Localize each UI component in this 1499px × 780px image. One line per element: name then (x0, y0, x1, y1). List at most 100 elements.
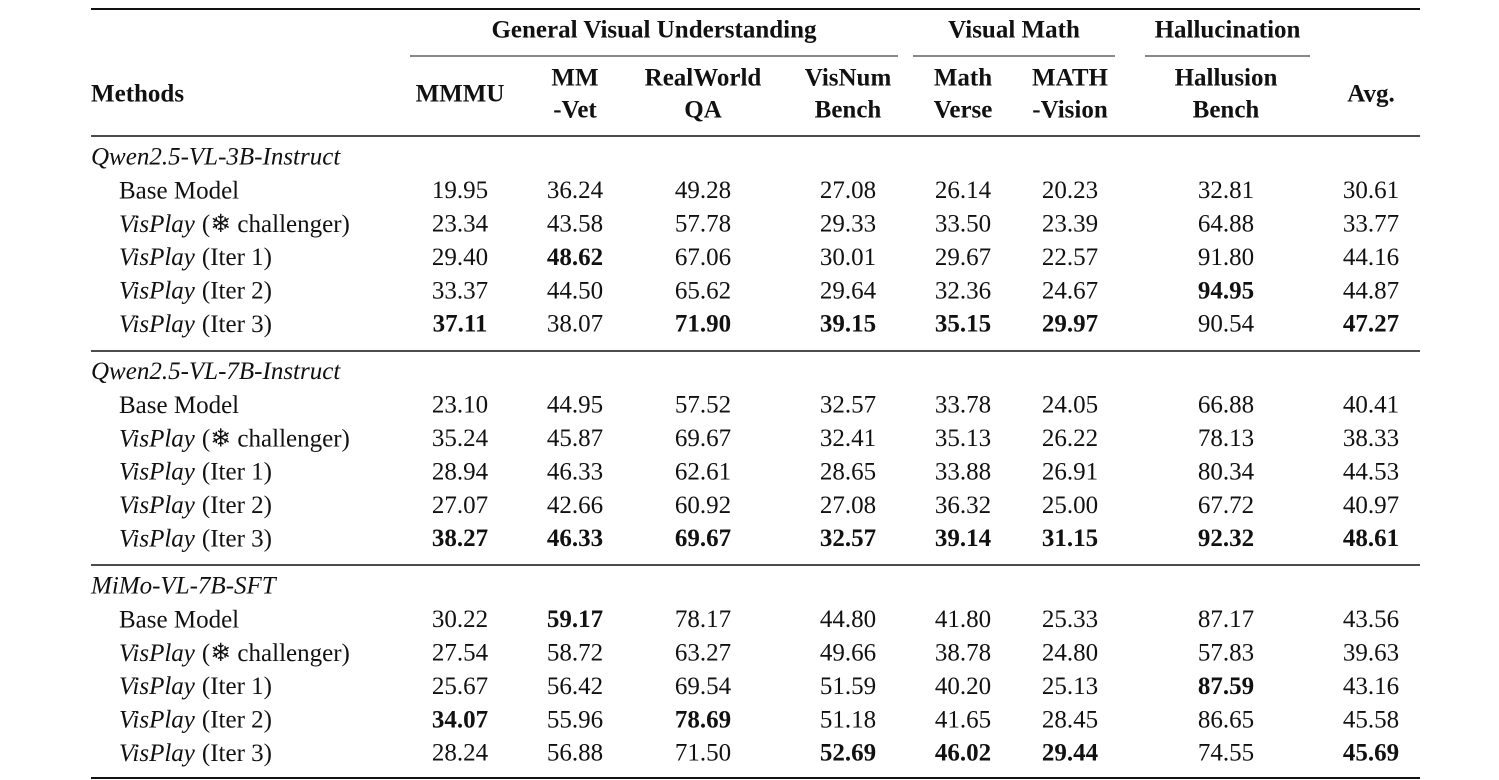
cell-value: 55.96 (547, 706, 603, 733)
cell-value: 28.65 (820, 458, 876, 485)
method-note: (Iter 3) (202, 311, 272, 338)
method-name: VisPlay (119, 525, 196, 552)
cell-value: 91.80 (1198, 244, 1254, 271)
cell-value: 28.24 (432, 740, 489, 767)
cell-value: 35.13 (935, 425, 991, 452)
method-note: (Iter 1) (202, 673, 272, 700)
cell-value: 38.33 (1343, 425, 1399, 452)
cell-value: 51.59 (820, 673, 876, 700)
cell-value: 86.65 (1198, 706, 1254, 733)
cell-value: 65.62 (675, 277, 731, 304)
cell-value: 45.87 (547, 425, 603, 452)
cell-value: 19.95 (432, 177, 488, 204)
method-name: VisPlay (119, 740, 196, 767)
cell-value: 32.81 (1198, 177, 1254, 204)
cell-value: 33.77 (1343, 211, 1399, 238)
cell-value: 43.56 (1343, 606, 1399, 633)
method-name: VisPlay (119, 311, 196, 338)
cell-value: 41.80 (935, 606, 991, 633)
column-header: RealWorld (645, 65, 762, 92)
cell-value: 78.69 (675, 706, 731, 733)
method-note: (❄ challenger) (202, 640, 350, 667)
method-label: Base Model (119, 392, 239, 419)
cell-value: 32.41 (820, 425, 876, 452)
cell-value: 20.23 (1042, 177, 1098, 204)
cell-value: 44.53 (1343, 458, 1399, 485)
cell-value: 35.15 (935, 311, 991, 338)
cell-value: 40.20 (935, 673, 991, 700)
cell-value: 24.05 (1042, 392, 1098, 419)
cell-value: 34.07 (432, 706, 488, 733)
cell-value: 67.72 (1198, 492, 1254, 519)
cell-value: 38.27 (432, 525, 488, 552)
cell-value: 23.39 (1042, 211, 1098, 238)
cell-value: 44.95 (547, 392, 603, 419)
cell-value: 74.55 (1198, 740, 1254, 767)
cell-value: 46.02 (935, 740, 991, 767)
cell-value: 44.50 (547, 277, 603, 304)
column-header: MMMU (416, 81, 505, 108)
cell-value: 57.83 (1198, 640, 1254, 667)
average-header: Avg. (1347, 81, 1394, 108)
cell-value: 51.18 (820, 706, 876, 733)
cell-value: 25.33 (1042, 606, 1098, 633)
cell-value: 40.97 (1343, 492, 1399, 519)
method-name: Base Model (119, 392, 239, 419)
cell-value: 56.88 (547, 740, 603, 767)
group-header: Hallucination (1155, 17, 1301, 44)
cell-value: 30.22 (432, 606, 488, 633)
cell-value: 66.88 (1198, 392, 1254, 419)
cell-value: 33.50 (935, 211, 991, 238)
model-name: Qwen2.5-VL-3B-Instruct (91, 144, 341, 171)
cell-value: 43.16 (1343, 673, 1399, 700)
cell-value: 38.78 (935, 640, 991, 667)
method-label: Base Model (119, 606, 239, 633)
cell-value: 29.33 (820, 211, 876, 238)
cell-value: 23.10 (432, 392, 488, 419)
cell-value: 24.80 (1042, 640, 1098, 667)
method-label: VisPlay (Iter 2) (119, 277, 272, 304)
group-header: Visual Math (948, 17, 1080, 44)
method-name: VisPlay (119, 673, 196, 700)
cell-value: 87.17 (1198, 606, 1254, 633)
column-header: Hallusion (1175, 65, 1278, 92)
cell-value: 41.65 (935, 706, 991, 733)
cell-value: 30.61 (1343, 177, 1399, 204)
cell-value: 27.08 (820, 492, 876, 519)
cell-value: 63.27 (675, 640, 731, 667)
cell-value: 32.57 (820, 392, 876, 419)
cell-value: 90.54 (1198, 311, 1255, 338)
cell-value: 46.33 (547, 525, 603, 552)
method-label: VisPlay (Iter 1) (119, 244, 272, 271)
method-note: (Iter 2) (202, 277, 272, 304)
cell-value: 33.37 (432, 277, 488, 304)
cell-value: 27.54 (432, 640, 489, 667)
cell-value: 58.72 (547, 640, 603, 667)
cell-value: 36.24 (547, 177, 604, 204)
cell-value: 29.40 (432, 244, 488, 271)
method-name: VisPlay (119, 458, 196, 485)
method-note: (Iter 3) (202, 740, 272, 767)
method-note: (Iter 1) (202, 244, 272, 271)
cell-value: 29.67 (935, 244, 991, 271)
method-name: VisPlay (119, 244, 196, 271)
cell-value: 26.91 (1042, 458, 1098, 485)
cell-value: 48.62 (547, 244, 603, 271)
method-note: (Iter 1) (202, 458, 272, 485)
cell-value: 49.66 (820, 640, 876, 667)
cell-value: 59.17 (547, 606, 603, 633)
method-name: Base Model (119, 606, 239, 633)
method-note: (Iter 3) (202, 525, 272, 552)
column-header: Bench (815, 97, 882, 124)
cell-value: 69.54 (675, 673, 732, 700)
cell-value: 25.00 (1042, 492, 1098, 519)
cell-value: 44.87 (1343, 277, 1399, 304)
method-label: VisPlay (Iter 2) (119, 492, 272, 519)
cell-value: 71.90 (675, 311, 731, 338)
cell-value: 25.67 (432, 673, 488, 700)
method-label: VisPlay (Iter 3) (119, 740, 272, 767)
cell-value: 47.27 (1343, 311, 1399, 338)
cell-value: 33.88 (935, 458, 991, 485)
cell-value: 62.61 (675, 458, 731, 485)
